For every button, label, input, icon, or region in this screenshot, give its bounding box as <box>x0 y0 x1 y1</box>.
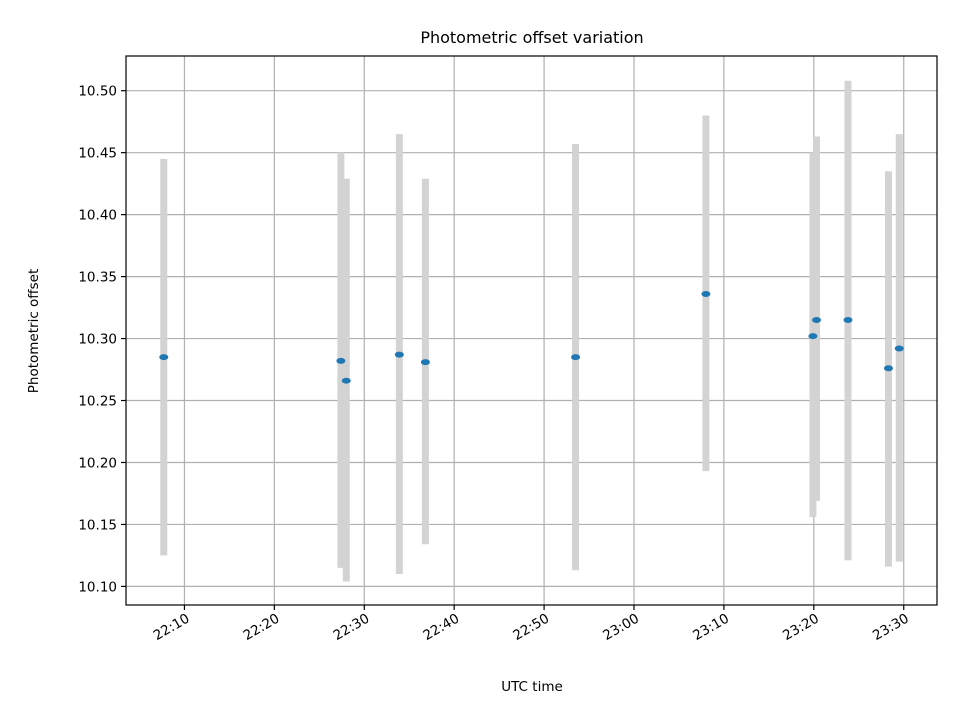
chart-title: Photometric offset variation <box>420 28 643 47</box>
x-tick-label: 23:20 <box>780 611 822 644</box>
y-axis-label: Photometric offset <box>26 269 42 393</box>
data-point <box>812 316 822 323</box>
y-tick-label: 10.45 <box>78 146 117 162</box>
tick-layer: 22:10 22:20 22:30 22:40 22:50 23:00 23:10 23:20… <box>78 84 911 644</box>
y-tick-label: 10.10 <box>78 579 117 595</box>
x-tick-label: 23:10 <box>690 611 732 644</box>
data-point <box>701 290 711 297</box>
data-point <box>420 359 430 366</box>
y-tick-label: 10.50 <box>78 84 117 100</box>
x-tick-label: 22:10 <box>151 611 193 644</box>
x-tick-label: 22:30 <box>331 611 373 644</box>
x-tick-label: 23:00 <box>600 611 642 644</box>
x-tick-label: 22:50 <box>510 611 552 644</box>
y-tick-label: 10.25 <box>78 394 117 410</box>
data-point <box>894 345 904 352</box>
y-tick-label: 10.40 <box>78 208 117 224</box>
data-point <box>843 316 853 323</box>
data-point <box>159 354 169 361</box>
data-point <box>394 351 404 358</box>
data-point <box>808 333 818 340</box>
data-point <box>571 354 581 361</box>
y-tick-label: 10.35 <box>78 270 117 286</box>
data-point <box>883 365 893 372</box>
grid-layer <box>126 56 937 605</box>
x-tick-label: 22:20 <box>241 611 283 644</box>
plot-frame <box>125 55 938 606</box>
point-layer <box>159 290 904 384</box>
y-tick-label: 10.20 <box>78 455 117 471</box>
x-tick-label: 22:40 <box>420 611 462 644</box>
x-axis-label: UTC time <box>501 679 563 695</box>
data-point <box>341 377 351 384</box>
y-tick-label: 10.15 <box>78 517 117 533</box>
data-point <box>336 357 346 364</box>
x-tick-label: 23:30 <box>870 611 912 644</box>
y-tick-label: 10.30 <box>78 332 117 348</box>
